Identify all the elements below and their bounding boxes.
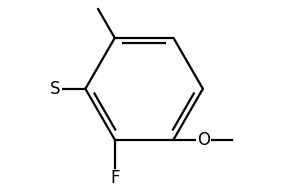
Text: S: S xyxy=(50,80,61,98)
Text: F: F xyxy=(110,169,119,187)
Text: O: O xyxy=(197,131,210,149)
